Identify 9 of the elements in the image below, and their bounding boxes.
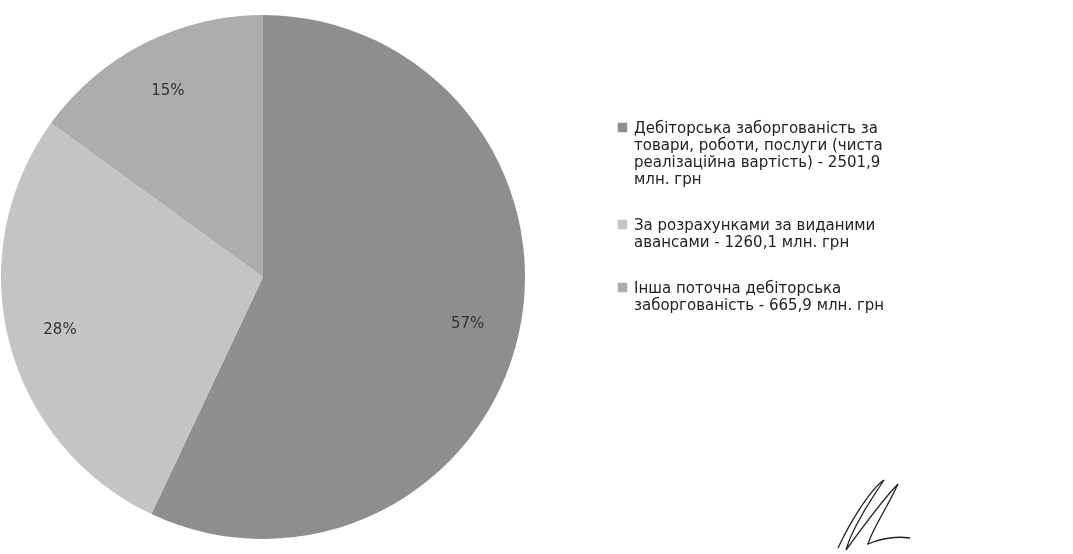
pie-slice bbox=[151, 15, 525, 539]
legend-label: За розрахунками за виданими авансами - 1260,1 млн. грн bbox=[634, 215, 876, 251]
pie-slice bbox=[51, 15, 263, 277]
data-label: 15% bbox=[151, 81, 185, 100]
legend-label: Дебіторська заборгованість за товари, роботи, послуги (чиста реалізаційна вартість) - 2501,9 млн. грн bbox=[634, 118, 883, 188]
pie-slice bbox=[1, 123, 263, 515]
legend-label: Інша поточна дебіторська заборгованість - 665,9 млн. грн bbox=[634, 278, 885, 314]
data-label: 28% bbox=[43, 320, 77, 339]
data-label: 57% bbox=[450, 313, 485, 332]
